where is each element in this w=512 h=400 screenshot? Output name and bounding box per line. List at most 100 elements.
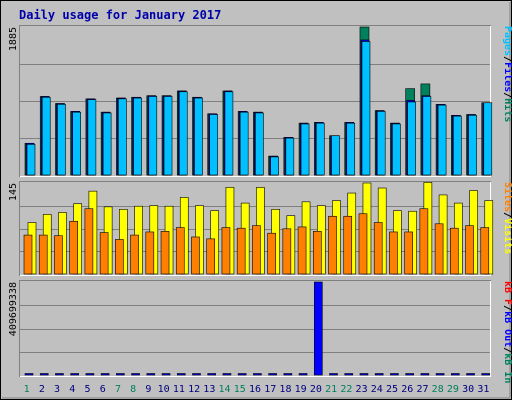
bar-pages-day-18 [285, 137, 295, 176]
bar-sites-day-7 [115, 239, 124, 275]
bar-sites-day-29 [450, 227, 459, 275]
bar-kbout-day-3 [55, 373, 64, 376]
bar-pages-day-14 [224, 91, 234, 176]
x-tick-label: 9 [145, 384, 151, 395]
bar-pages-day-2 [41, 96, 51, 176]
bar-pages-day-6 [102, 112, 112, 176]
x-tick-label: 29 [447, 384, 459, 395]
bar-pages-day-8 [133, 97, 142, 176]
bar-sites-day-10 [160, 231, 170, 275]
x-tick-label: 27 [416, 384, 428, 395]
x-tick-label: 10 [158, 384, 170, 395]
bar-pages-day-4 [72, 111, 81, 176]
x-tick-label: 25 [386, 384, 398, 395]
bar-pages-day-19 [300, 123, 310, 176]
bar-sites-day-14 [221, 227, 231, 275]
bar-pages-day-26 [407, 101, 416, 176]
y-max-label: 145 [8, 183, 19, 201]
bar-sites-day-31 [480, 227, 490, 275]
bar-sites-day-21 [328, 215, 337, 275]
legend-separator: / [502, 347, 512, 353]
bar-pages-day-11 [178, 91, 188, 176]
bar-sites-day-22 [343, 215, 353, 275]
bar-kbout-day-4 [70, 373, 79, 376]
bar-pages-day-21 [331, 135, 340, 176]
bar-pages-day-5 [87, 99, 97, 176]
bar-kbout-day-24 [374, 373, 384, 376]
bar-pages-day-22 [346, 122, 356, 176]
bar-kbout-day-27 [420, 373, 430, 376]
bar-pages-day-30 [468, 115, 477, 176]
bar-pages-day-10 [163, 96, 173, 176]
x-tick-label: 12 [188, 384, 200, 395]
x-tick-label: 15 [234, 384, 246, 395]
bar-pages-day-29 [453, 115, 462, 176]
bar-sites-day-15 [236, 227, 246, 275]
y-max-label: 1885 [8, 27, 19, 51]
bar-kbout-day-20 [313, 281, 323, 376]
bar-kbout-day-1 [24, 373, 34, 376]
bar-sites-day-2 [38, 234, 48, 275]
bar-sites-day-28 [434, 223, 444, 275]
bar-sites-day-18 [282, 228, 292, 275]
bar-sites-day-25 [389, 231, 398, 275]
bar-sites-day-19 [297, 226, 307, 275]
bar-kbout-day-16 [253, 373, 262, 376]
x-tick-label: 3 [54, 384, 60, 395]
legend-entry: Pages [502, 26, 512, 56]
bar-kbout-day-25 [390, 373, 399, 376]
bar-sites-day-6 [99, 232, 109, 275]
bar-pages-day-3 [57, 104, 66, 176]
bar-sites-day-16 [252, 225, 261, 275]
bar-pages-day-23 [361, 41, 371, 176]
bar-kbout-day-13 [207, 373, 217, 376]
bar-sites-day-1 [23, 234, 33, 275]
legend: kB F/kB Out/kB In [502, 281, 512, 383]
bar-kbout-day-30 [466, 373, 475, 376]
bar-kbout-day-17 [268, 373, 277, 376]
bar-pages-day-15 [239, 111, 249, 176]
x-tick-label: 1 [24, 384, 30, 395]
bar-sites-day-5 [84, 208, 94, 275]
x-tick-label: 30 [462, 384, 474, 395]
bar-sites-day-30 [465, 225, 474, 275]
bar-kbout-day-29 [451, 373, 460, 376]
bar-kbout-day-14 [222, 373, 232, 376]
bar-sites-day-3 [54, 235, 63, 275]
chart-title: Daily usage for January 2017 [19, 8, 222, 22]
x-tick-label: 28 [432, 384, 444, 395]
bar-kbout-day-19 [298, 373, 308, 376]
legend: Sites/Visits [502, 182, 512, 254]
legend-separator: / [502, 305, 512, 311]
x-tick-label: 22 [340, 384, 352, 395]
x-tick-label: 11 [173, 384, 185, 395]
legend-entry: Visits [502, 218, 512, 254]
x-tick-label: 7 [115, 384, 121, 395]
bar-pages-day-7 [118, 98, 127, 176]
bar-kbout-day-2 [39, 373, 49, 376]
bar-sites-day-20 [312, 231, 322, 275]
x-tick-label: 19 [295, 384, 307, 395]
bar-sites-day-11 [175, 227, 185, 275]
x-tick-label: 23 [356, 384, 368, 395]
x-tick-label: 21 [325, 384, 337, 395]
panel-visits-sites: 145 Sites/Visits [8, 181, 512, 276]
bar-kbout-day-15 [237, 373, 247, 376]
bar-pages-day-20 [315, 122, 325, 176]
legend-separator: / [502, 56, 512, 62]
x-tick-label: 14 [219, 384, 231, 395]
legend: Pages/Files/Hits [502, 26, 512, 122]
bar-pages-day-9 [148, 96, 158, 176]
bar-pages-day-1 [26, 144, 36, 176]
bar-pages-day-27 [422, 96, 432, 176]
x-tick-label: 2 [39, 384, 45, 395]
bar-sites-day-27 [419, 208, 429, 275]
bar-kbout-day-28 [435, 373, 445, 376]
x-tick-label: 8 [130, 384, 136, 395]
bar-kbout-day-7 [116, 373, 125, 376]
bar-sites-day-23 [358, 213, 368, 275]
legend-separator: / [502, 92, 512, 98]
bar-sites-day-26 [404, 231, 413, 275]
